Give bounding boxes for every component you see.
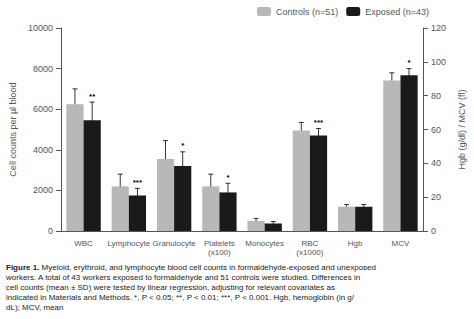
svg-text:*: * xyxy=(181,141,185,150)
svg-text:Lymphocyte: Lymphocyte xyxy=(107,239,150,248)
svg-text:WBC: WBC xyxy=(74,239,93,248)
svg-text:Controls (n=51): Controls (n=51) xyxy=(276,7,338,17)
svg-text:20: 20 xyxy=(431,192,441,202)
svg-text:60: 60 xyxy=(431,125,441,135)
svg-text:indicated in Materials and Met: indicated in Materials and Methods. *, P… xyxy=(6,293,355,302)
svg-text:*: * xyxy=(226,173,230,182)
svg-text:***: *** xyxy=(133,178,143,187)
svg-text:10000: 10000 xyxy=(28,23,53,33)
svg-text:120: 120 xyxy=(431,23,446,33)
svg-text:80: 80 xyxy=(431,91,441,101)
svg-text:4000: 4000 xyxy=(33,145,53,155)
svg-text:(x1000): (x1000) xyxy=(296,248,323,257)
svg-text:Granulocyte: Granulocyte xyxy=(153,239,197,248)
svg-text:Figure 1.: Figure 1. xyxy=(6,263,39,272)
svg-text:Myeloid, erythroid, and lympho: Myeloid, erythroid, and lymphocyte blood… xyxy=(39,263,378,272)
svg-text:Cell counts per µl blood: Cell counts per µl blood xyxy=(8,82,18,176)
svg-text:workers. A total of 43 workers: workers. A total of 43 workers exposed t… xyxy=(5,273,363,282)
svg-text:cell counts (mean ± SD) were t: cell counts (mean ± SD) were tested by l… xyxy=(6,283,337,292)
svg-text:Exposed (n=43): Exposed (n=43) xyxy=(365,7,429,17)
svg-text:8000: 8000 xyxy=(33,64,53,74)
svg-text:MCV: MCV xyxy=(392,239,410,248)
svg-text:40: 40 xyxy=(431,158,441,168)
svg-text:***: *** xyxy=(314,118,324,127)
svg-text:Platelets: Platelets xyxy=(204,239,235,248)
svg-text:Monocytes: Monocytes xyxy=(245,239,284,248)
svg-text:(x100): (x100) xyxy=(208,248,231,257)
svg-text:RBC: RBC xyxy=(301,239,318,248)
svg-text:0: 0 xyxy=(48,226,53,236)
svg-text:6000: 6000 xyxy=(33,104,53,114)
svg-text:Hgb: Hgb xyxy=(348,239,363,248)
svg-text:0: 0 xyxy=(431,226,436,236)
svg-text:100: 100 xyxy=(431,57,446,67)
svg-text:Hgb (g/dl) / MCV (fl): Hgb (g/dl) / MCV (fl) xyxy=(457,89,467,169)
svg-text:2000: 2000 xyxy=(33,185,53,195)
svg-text:dL); MCV, mean: dL); MCV, mean xyxy=(6,303,64,312)
svg-text:*: * xyxy=(407,58,411,67)
svg-text:**: ** xyxy=(89,92,96,101)
